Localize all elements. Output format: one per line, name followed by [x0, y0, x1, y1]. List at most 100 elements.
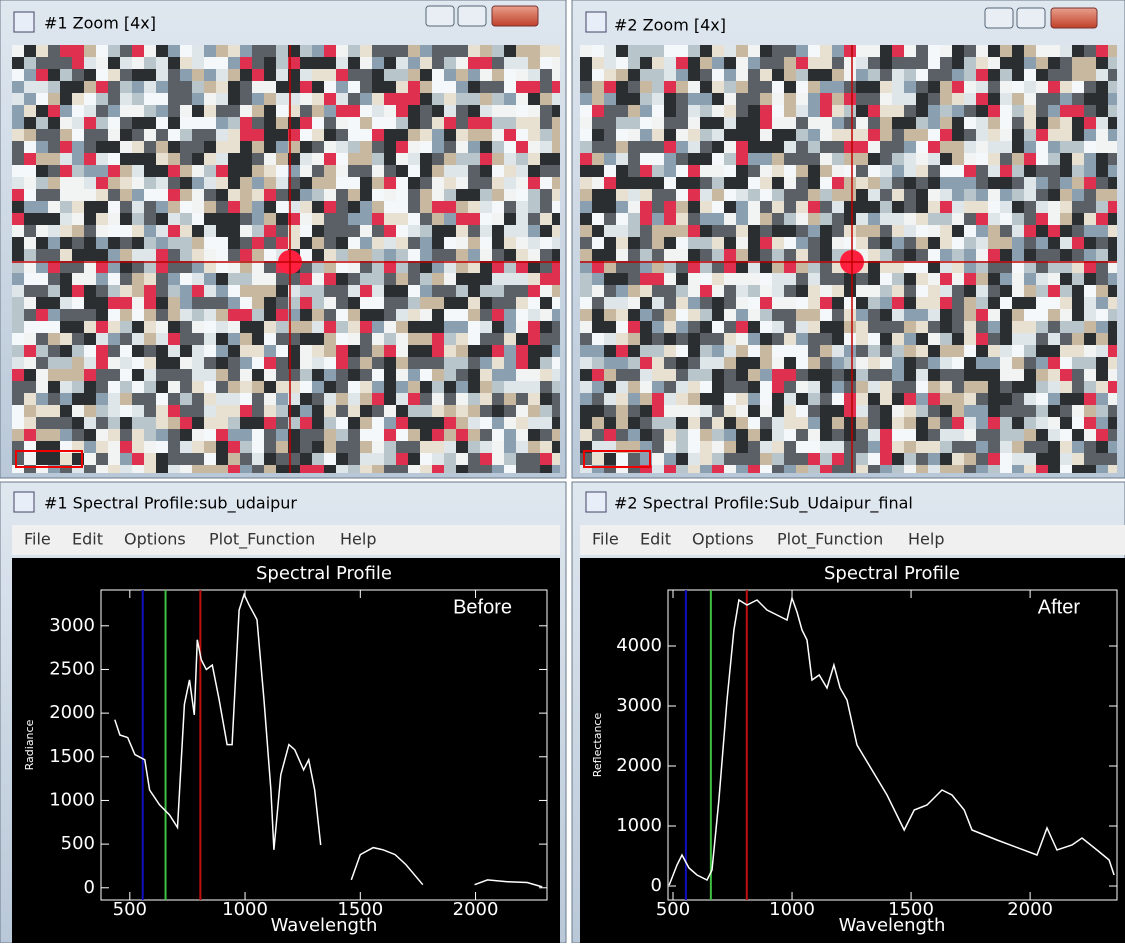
- image-pixel: [240, 129, 252, 141]
- image-pixel: [444, 141, 456, 153]
- menu-item[interactable]: File: [24, 530, 51, 549]
- image-pixel: [132, 369, 144, 381]
- x-tick-label: 500: [656, 899, 690, 920]
- x-tick-label: 1000: [222, 899, 268, 920]
- menu-item[interactable]: Edit: [640, 530, 671, 549]
- image-pixel: [640, 105, 652, 117]
- y-tick-label: 2000: [49, 702, 95, 723]
- image-pixel: [372, 81, 384, 93]
- x-tick-label: 1500: [888, 899, 934, 920]
- image-pixel: [964, 405, 976, 417]
- image-pixel: [528, 297, 540, 309]
- menu-item[interactable]: Help: [908, 530, 944, 549]
- menu-item[interactable]: Plot_Function: [209, 530, 315, 550]
- image-pixel: [168, 225, 180, 237]
- image-pixel: [1060, 441, 1072, 453]
- image-pixel: [192, 357, 204, 369]
- image-pixel: [664, 177, 676, 189]
- image-pixel: [480, 141, 492, 153]
- image-pixel: [180, 381, 192, 393]
- image-pixel: [772, 153, 784, 165]
- image-pixel: [84, 105, 96, 117]
- image-pixel: [856, 297, 868, 309]
- image-pixel: [108, 453, 120, 465]
- image-pixel: [1036, 57, 1048, 69]
- image-pixel: [976, 393, 988, 405]
- image-pixel: [1084, 297, 1096, 309]
- image-pixel: [904, 285, 916, 297]
- minimize-button[interactable]: [985, 8, 1013, 28]
- image-pixel: [480, 297, 492, 309]
- image-pixel: [48, 57, 60, 69]
- image-pixel: [36, 321, 48, 333]
- image-pixel: [156, 213, 168, 225]
- image-pixel: [96, 153, 108, 165]
- image-pixel: [904, 93, 916, 105]
- image-pixel: [528, 165, 540, 177]
- menu-item[interactable]: Options: [692, 530, 754, 549]
- image-pixel: [72, 189, 84, 201]
- image-pixel: [1048, 381, 1060, 393]
- image-pixel: [652, 465, 664, 473]
- image-pixel: [712, 93, 724, 105]
- menu-item[interactable]: Plot_Function: [777, 530, 883, 550]
- image-pixel: [12, 273, 24, 285]
- image-pixel: [1108, 93, 1117, 105]
- close-button[interactable]: [1051, 8, 1097, 28]
- image-pixel: [832, 453, 844, 465]
- image-pixel: [856, 129, 868, 141]
- image-pixel: [204, 429, 216, 441]
- image-pixel: [240, 405, 252, 417]
- image-pixel: [84, 93, 96, 105]
- image-pixel: [84, 57, 96, 69]
- image-pixel: [1096, 453, 1108, 465]
- image-pixel: [976, 57, 988, 69]
- image-pixel: [1012, 105, 1024, 117]
- image-pixel: [540, 429, 552, 441]
- image-pixel: [516, 465, 528, 473]
- image-pixel: [616, 45, 628, 57]
- image-pixel: [156, 417, 168, 429]
- menu-item[interactable]: Help: [340, 530, 376, 549]
- image-pixel: [132, 201, 144, 213]
- image-pixel: [712, 117, 724, 129]
- image-pixel: [216, 261, 228, 273]
- maximize-button[interactable]: [458, 6, 486, 26]
- image-pixel: [216, 441, 228, 453]
- image-pixel: [12, 297, 24, 309]
- image-pixel: [132, 129, 144, 141]
- maximize-button[interactable]: [1017, 8, 1045, 28]
- image-pixel: [808, 441, 820, 453]
- close-button[interactable]: [492, 6, 538, 26]
- image-pixel: [384, 189, 396, 201]
- image-pixel: [1096, 93, 1108, 105]
- image-pixel: [384, 357, 396, 369]
- image-pixel: [72, 201, 84, 213]
- menu-item[interactable]: Options: [124, 530, 186, 549]
- image-pixel: [988, 453, 1000, 465]
- image-pixel: [844, 297, 856, 309]
- image-pixel: [504, 309, 516, 321]
- image-pixel: [108, 429, 120, 441]
- image-pixel: [480, 153, 492, 165]
- image-pixel: [904, 393, 916, 405]
- image-pixel: [688, 69, 700, 81]
- image-pixel: [616, 165, 628, 177]
- minimize-button[interactable]: [426, 6, 454, 26]
- image-pixel: [36, 261, 48, 273]
- image-pixel: [652, 153, 664, 165]
- image-pixel: [844, 93, 856, 105]
- image-pixel: [940, 345, 952, 357]
- image-pixel: [384, 441, 396, 453]
- image-pixel: [844, 429, 856, 441]
- image-pixel: [192, 189, 204, 201]
- image-pixel: [688, 369, 700, 381]
- image-pixel: [384, 381, 396, 393]
- image-pixel: [480, 165, 492, 177]
- image-pixel: [180, 213, 192, 225]
- image-pixel: [688, 249, 700, 261]
- menu-item[interactable]: Edit: [72, 530, 103, 549]
- image-pixel: [444, 441, 456, 453]
- menu-item[interactable]: File: [592, 530, 619, 549]
- image-pixel: [252, 237, 264, 249]
